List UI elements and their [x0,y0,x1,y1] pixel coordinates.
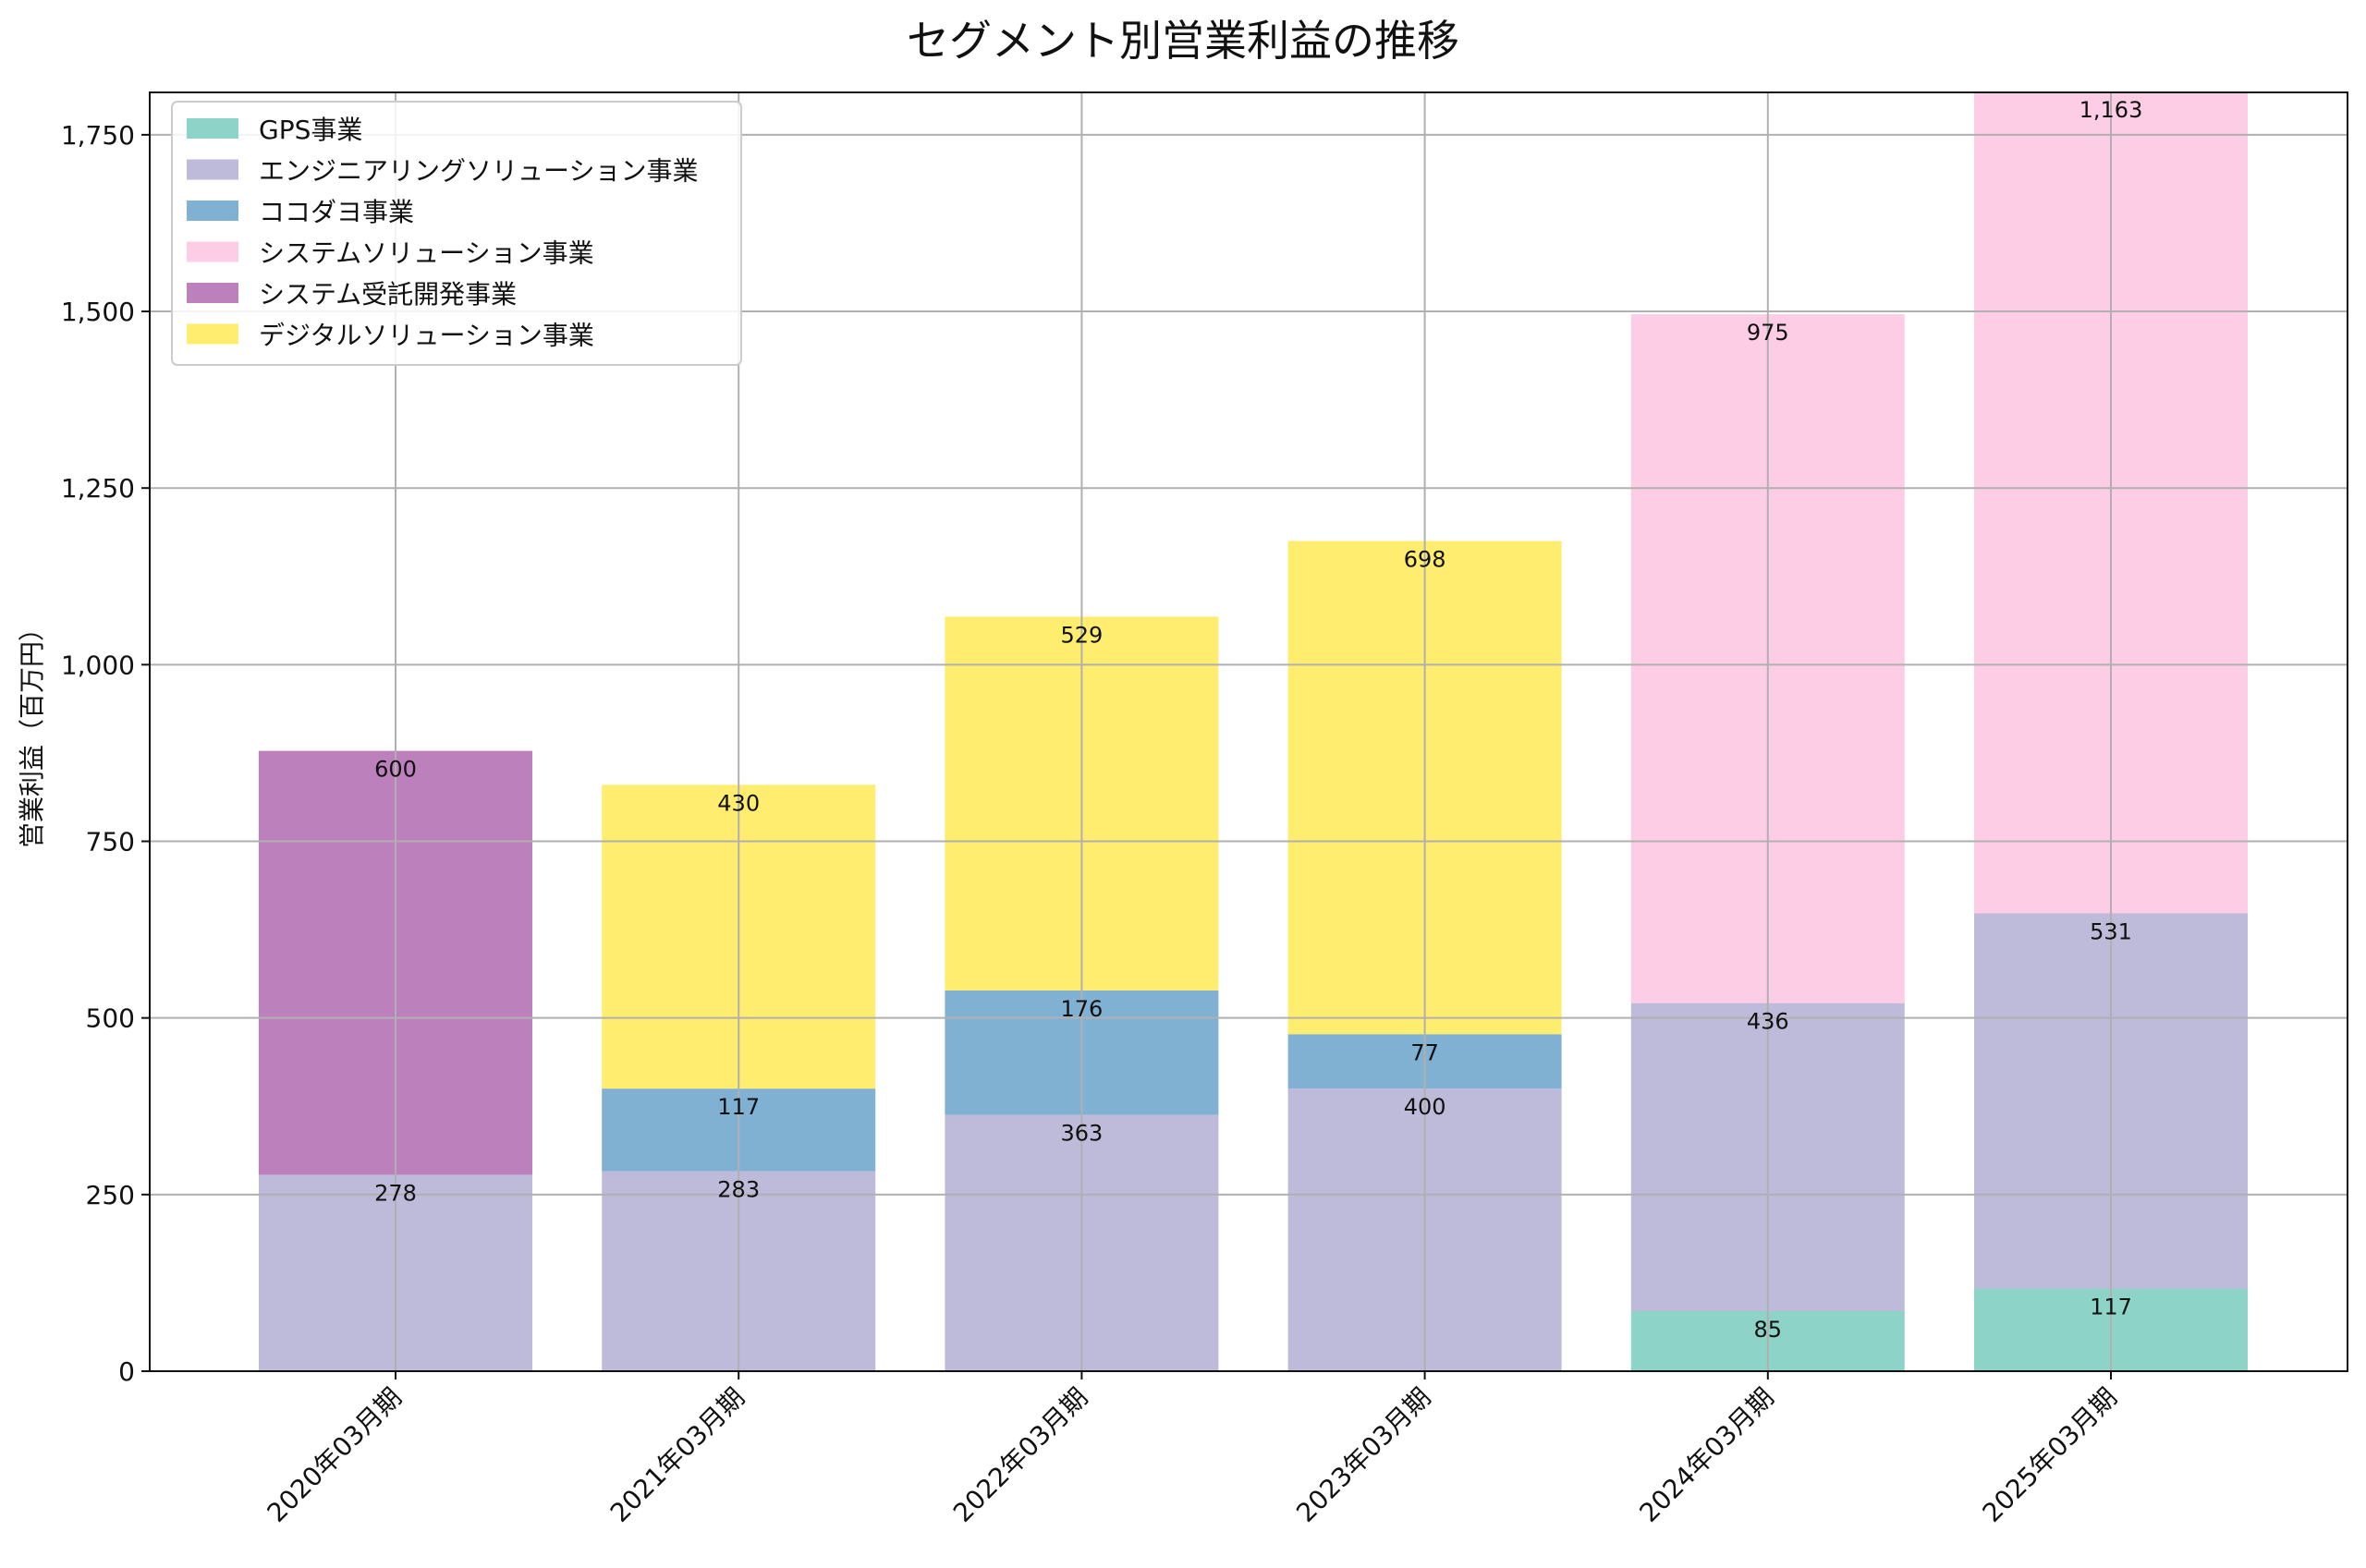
y-tick-label: 750 [86,827,135,857]
data-label: 436 [1747,1009,1789,1035]
data-label: 176 [1060,996,1103,1022]
data-label: 283 [717,1177,760,1203]
legend-label: デジタルソリューション事業 [259,321,594,351]
legend-swatch [187,283,238,303]
legend-label: システム受託開発事業 [259,279,517,310]
x-tick-label: 2022年03月期 [947,1382,1093,1528]
legend-label: システムソリューション事業 [259,238,594,269]
data-label: 117 [2090,1295,2132,1320]
legend-label: エンジニアリングソリューション事業 [259,156,698,187]
legend-label: ココダヨ事業 [259,197,414,227]
data-label: 363 [1060,1120,1103,1146]
x-tick-label: 2020年03月期 [262,1382,408,1528]
data-label: 77 [1410,1039,1439,1065]
y-tick-label: 0 [118,1356,135,1387]
legend-swatch [187,118,238,139]
y-tick-label: 1,000 [61,650,135,680]
legend-swatch [187,201,238,221]
y-tick-label: 250 [86,1180,135,1210]
legend-box [171,101,742,366]
data-label: 1,163 [2079,97,2143,123]
data-label: 975 [1747,320,1789,346]
x-tick-label: 2021年03月期 [604,1382,750,1528]
x-tick-label: 2024年03月期 [1633,1382,1779,1528]
data-labels-group: 278 600 283 117 430 363 176 529 400 77 698 85 436 975… [374,97,2142,1343]
data-label: 600 [374,757,417,783]
data-label: 117 [717,1094,760,1120]
data-label: 529 [1060,622,1103,648]
x-tick-label: 2023年03月期 [1290,1382,1436,1528]
legend: GPS事業エンジニアリングソリューション事業ココダヨ事業システムソリューション事… [171,101,742,366]
legend-swatch [187,241,238,262]
y-axis-label: 営業利益（百万円） [17,615,47,848]
data-label: 531 [2090,919,2132,945]
data-label: 430 [717,790,760,816]
y-tick-label: 1,500 [61,297,135,327]
legend-swatch [187,323,238,345]
chart-title: セグメント別営業利益の推移 [907,16,1459,66]
y-tick-label: 500 [86,1003,135,1034]
x-tick-label: 2025年03月期 [1977,1382,2123,1528]
y-tick-label: 1,750 [61,120,135,151]
plot-frame [149,91,2348,1372]
legend-swatch [187,159,238,180]
data-label: 698 [1404,547,1446,573]
data-label: 278 [374,1180,417,1206]
data-label: 85 [1754,1317,1783,1343]
y-tick-label: 1,250 [61,473,135,504]
legend-label: GPS事業 [259,115,362,145]
data-label: 400 [1404,1094,1446,1120]
